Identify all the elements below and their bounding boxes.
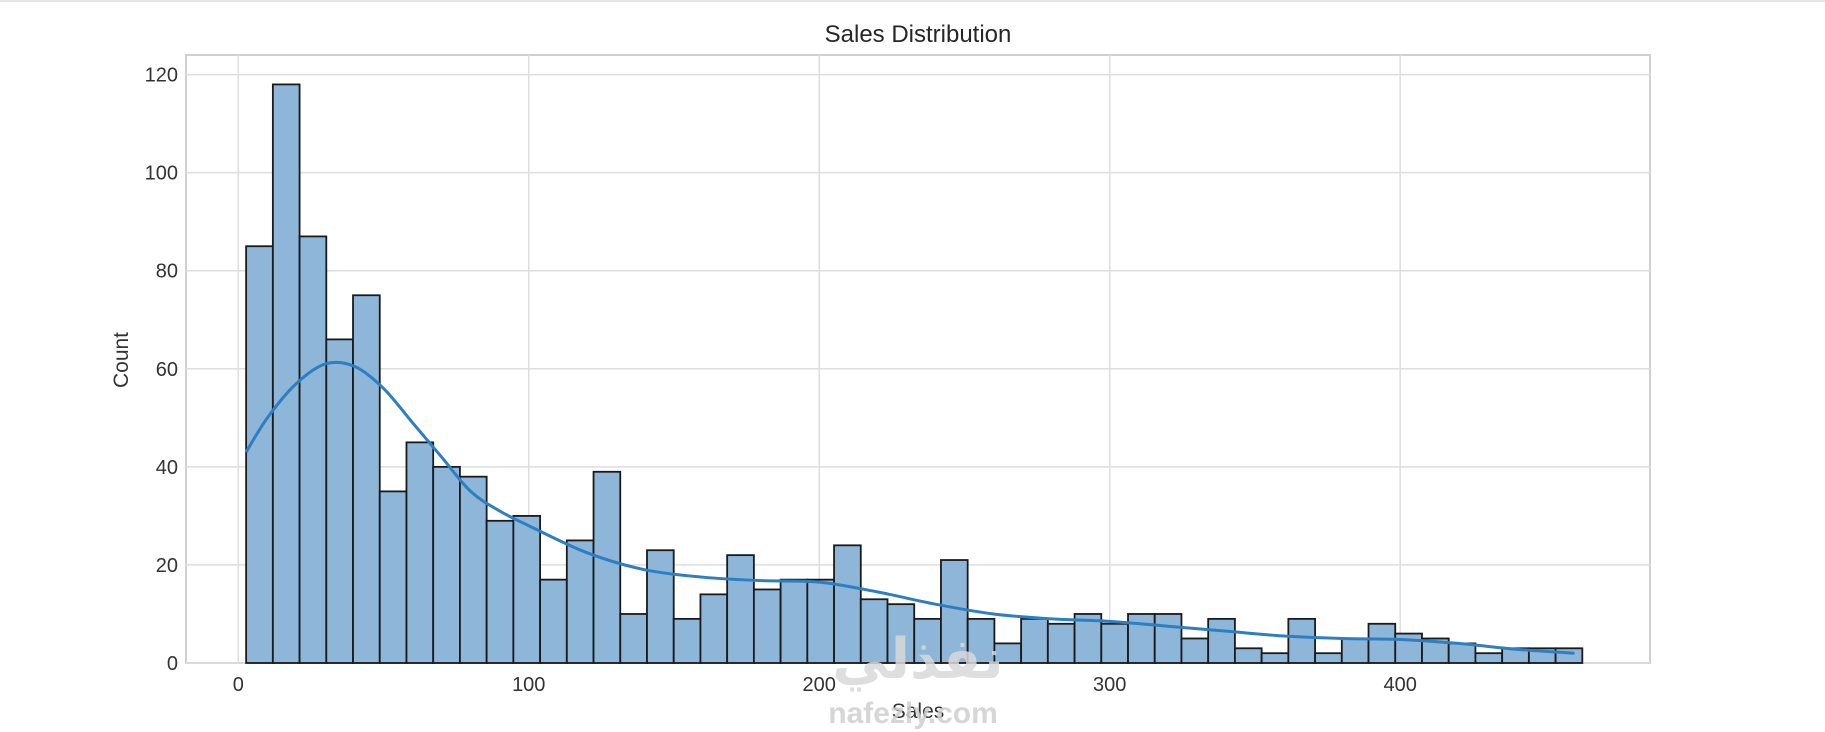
histogram-bar-2 xyxy=(298,235,328,664)
watermark: نفذلي nafezly.com xyxy=(828,627,1003,730)
histogram-bar-40 xyxy=(1314,652,1343,664)
histogram-bar-24 xyxy=(886,603,916,664)
histogram-bar-1 xyxy=(271,83,301,664)
histogram-bar-38 xyxy=(1260,652,1290,664)
x-tick-label-0: 0 xyxy=(233,674,244,696)
kde-line xyxy=(244,360,1575,655)
y-tick-label-6: 120 xyxy=(145,65,178,87)
y-tick-label-3: 60 xyxy=(156,359,178,381)
histogram-bar-42 xyxy=(1367,622,1397,664)
histogram-bar-13 xyxy=(592,470,622,664)
histogram-bar-18 xyxy=(726,554,755,664)
histogram-bar-33 xyxy=(1127,613,1156,664)
histogram-bar-32 xyxy=(1100,622,1129,664)
histogram-bar-41 xyxy=(1340,637,1370,664)
histogram-bar-45 xyxy=(1447,642,1477,664)
histogram-bar-15 xyxy=(646,549,675,664)
histogram-bar-23 xyxy=(859,598,889,664)
x-tick-label-2: 200 xyxy=(803,674,836,696)
histogram-bar-5 xyxy=(378,490,408,664)
y-tick-label-1: 20 xyxy=(156,555,178,577)
histogram-bar-37 xyxy=(1234,647,1263,664)
histogram-bar-36 xyxy=(1207,617,1236,664)
x-tick-label-3: 300 xyxy=(1093,674,1126,696)
chart-title: Sales Distribution xyxy=(825,21,1012,48)
y-tick-label-5: 100 xyxy=(145,163,178,185)
histogram-bar-22 xyxy=(833,544,862,664)
histogram-bar-16 xyxy=(672,617,702,664)
kde-curve-layer xyxy=(244,360,1575,655)
histogram-bar-11 xyxy=(539,578,568,664)
y-axis-label: Count xyxy=(110,332,133,388)
histogram-bar-27 xyxy=(966,617,996,664)
histogram-bar-49 xyxy=(1554,647,1584,664)
histogram-bar-35 xyxy=(1180,637,1210,664)
histogram-bar-39 xyxy=(1287,617,1316,664)
histogram-bar-10 xyxy=(512,515,541,664)
y-tick-label-4: 80 xyxy=(156,261,178,283)
histogram-bar-17 xyxy=(699,593,729,664)
top-border xyxy=(0,0,1825,2)
x-axis-label: Sales xyxy=(892,700,945,723)
y-tick-label-0: 0 xyxy=(167,653,178,675)
histogram-bar-26 xyxy=(940,559,969,664)
histogram-bar-0 xyxy=(245,245,274,664)
watermark-arabic: نفذلي xyxy=(832,627,1003,692)
histogram-bars xyxy=(245,83,1584,664)
histogram-bar-34 xyxy=(1153,613,1183,664)
histogram-bar-4 xyxy=(352,294,381,664)
y-tick-label-2: 40 xyxy=(156,457,178,479)
x-tick-label-1: 100 xyxy=(512,674,545,696)
histogram-bar-46 xyxy=(1474,652,1504,664)
x-tick-label-4: 400 xyxy=(1384,674,1417,696)
histogram-bar-3 xyxy=(325,338,354,664)
histogram-bar-19 xyxy=(752,588,782,664)
histogram-bar-30 xyxy=(1046,622,1076,664)
histogram-bar-29 xyxy=(1020,617,1049,664)
histogram-bar-14 xyxy=(619,613,648,664)
histogram-bar-6 xyxy=(405,441,435,664)
histogram-bar-8 xyxy=(459,475,488,664)
watermark-latin: nafezly.com xyxy=(828,697,998,730)
histogram-bar-9 xyxy=(485,519,515,664)
histogram-bar-7 xyxy=(432,465,461,664)
histogram-bar-21 xyxy=(806,578,835,664)
axis-tick-labels: 0 100 200 300 400 0 20 40 60 80 100 120 xyxy=(145,65,1417,696)
histogram-bar-12 xyxy=(565,539,595,664)
histogram-bar-20 xyxy=(779,578,809,664)
